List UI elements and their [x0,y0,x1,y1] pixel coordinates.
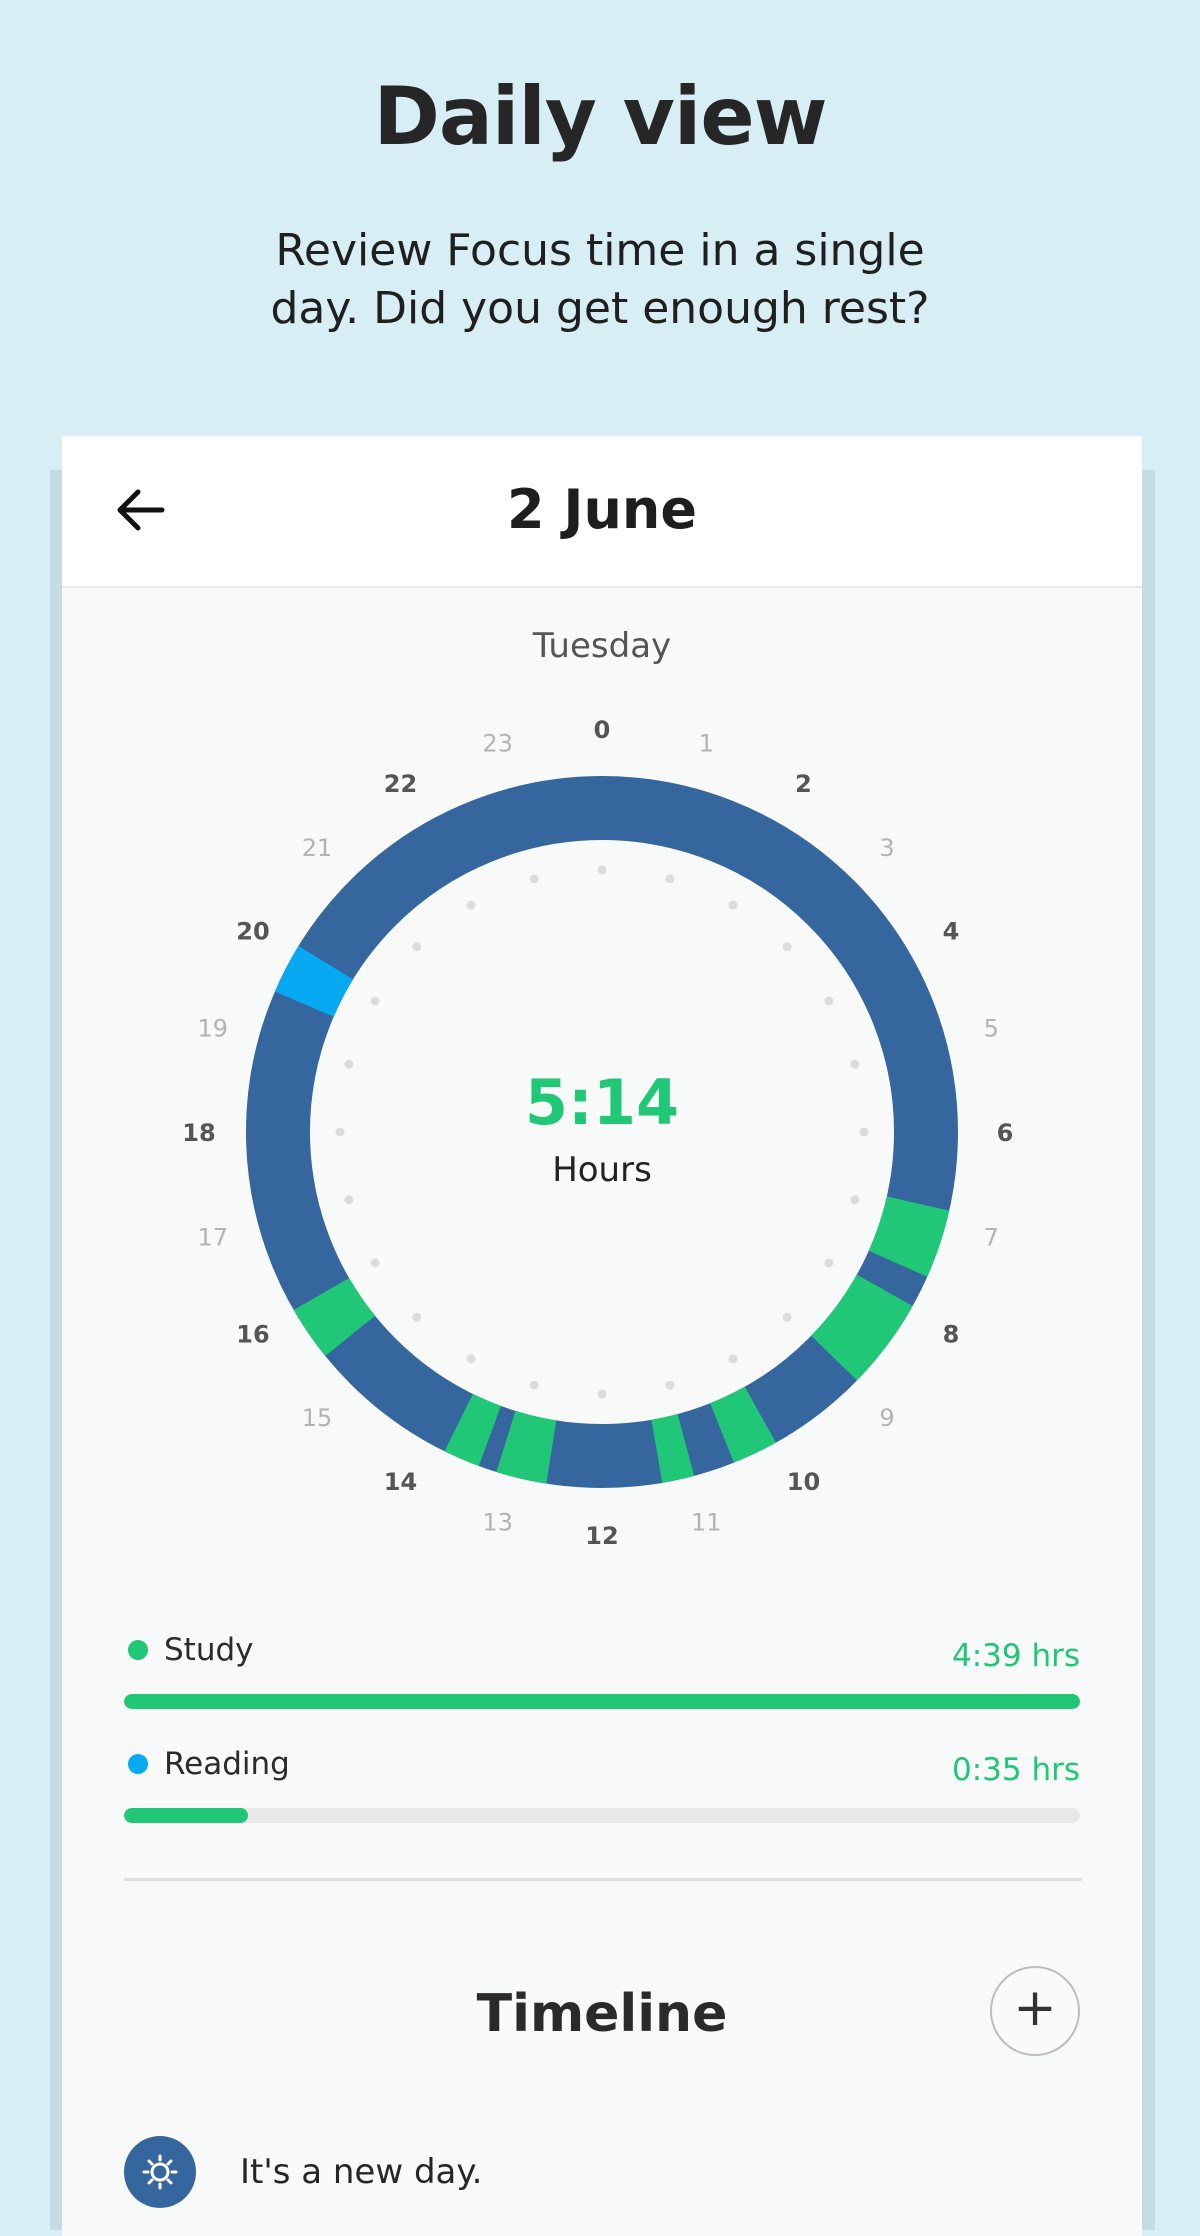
category-name: Reading [164,1746,290,1782]
promo-title: Daily view [373,70,828,163]
hour-label: 2 [795,770,812,798]
category-progress-track [124,1808,1080,1823]
hour-label: 16 [236,1321,269,1349]
app-header: 2 June [62,436,1142,588]
hour-tick-dot [728,1354,738,1364]
clock-segment-reading [274,945,354,1017]
arrow-left-icon[interactable] [112,482,168,538]
hour-tick-dot [824,1258,834,1268]
hour-tick-dot [665,874,675,884]
hour-label: 12 [585,1522,618,1550]
hour-tick-dot [370,1258,380,1268]
hour-label: 15 [302,1404,333,1432]
clock-segment-study [496,1410,557,1484]
hour-tick-dot [824,996,834,1006]
hour-label: 23 [482,730,513,758]
hour-label: 8 [943,1321,960,1349]
hour-tick-dot [850,1195,860,1205]
clock-segment-study [293,1278,376,1357]
promo-subtitle: Review Focus time in a single day. Did y… [270,225,930,334]
hour-label: 11 [691,1508,722,1536]
hour-tick-dot [597,865,607,875]
clock-segment-study [811,1274,913,1381]
hour-label: 4 [943,918,960,946]
hour-label: 20 [236,918,269,946]
clock-segment-study [710,1386,776,1463]
add-timeline-entry-button[interactable]: + [990,1966,1080,2056]
hour-label: 14 [384,1468,417,1496]
hour-tick-dot [412,942,422,952]
timeline-entry-text: It's a new day. [240,2152,483,2192]
category-progress-fill [124,1694,1080,1709]
category-progress-track [124,1694,1080,1709]
hour-tick-dot [335,1127,345,1137]
total-focus-unit: Hours [552,1150,652,1190]
clock-segment-study [868,1196,950,1277]
hour-label: 7 [984,1223,999,1251]
clock-ring-base [246,776,958,1488]
hour-tick-dot [529,1380,539,1390]
hour-tick-dot [850,1059,860,1069]
hour-tick-dot [529,874,539,884]
hour-tick-dot [344,1059,354,1069]
hour-tick-dot [412,1312,422,1322]
page-title: 2 June [507,478,697,541]
hour-label: 5 [984,1015,999,1043]
hour-label: 10 [787,1468,820,1496]
hour-tick-dot [370,996,380,1006]
hour-label: 3 [879,834,894,862]
hour-tick-dot [597,1389,607,1399]
sun-icon [124,2136,196,2208]
category-duration: 4:39 hrs [951,1638,1080,1674]
clock-segment-study [651,1414,695,1483]
weekday-label: Tuesday [532,626,672,666]
clock-segment-study [444,1393,501,1466]
hour-label: 6 [997,1119,1014,1147]
hour-tick-dot [344,1195,354,1205]
plus-icon: + [1013,1978,1057,2038]
category-progress-fill [124,1808,249,1823]
hour-label: 17 [197,1223,228,1251]
hour-tick-dot [665,1380,675,1390]
hour-label: 9 [879,1404,894,1432]
category-name: Study [164,1632,254,1668]
hour-tick-dot [466,1354,476,1364]
hour-tick-dot [466,900,476,910]
hour-label: 1 [699,730,714,758]
section-divider [124,1878,1082,1881]
hour-tick-dot [728,900,738,910]
reading-color-dot [128,1754,148,1774]
hour-tick-dot [782,1312,792,1322]
hour-label: 0 [594,716,611,744]
study-color-dot [128,1640,148,1660]
hour-tick-dot [859,1127,869,1137]
hour-label: 21 [302,834,333,862]
total-focus-time: 5:14 [524,1066,680,1139]
hour-label: 19 [197,1015,228,1043]
hour-tick-dot [782,942,792,952]
hour-label: 13 [482,1508,513,1536]
timeline-title: Timeline [476,1984,728,2044]
hour-label: 18 [182,1119,215,1147]
hour-label: 22 [384,770,417,798]
daily-view-card: 2 June Tuesday 0 1 2 3 4 5 6 7 8 9 10 11 12 13 14 15 16 1… [62,436,1142,2236]
category-duration: 0:35 hrs [951,1752,1080,1788]
